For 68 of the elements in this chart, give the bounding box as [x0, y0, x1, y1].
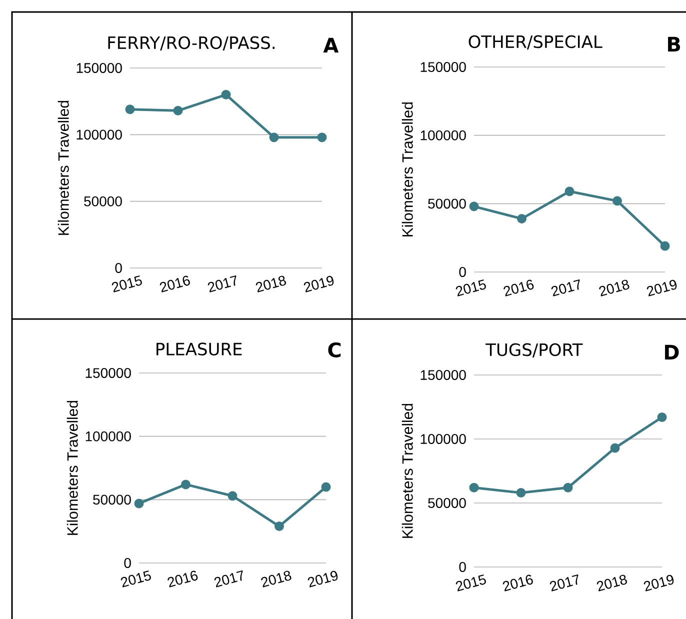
point: [181, 480, 190, 490]
point: [469, 202, 479, 212]
point: [563, 482, 573, 492]
y-tick-label: 0: [124, 558, 131, 568]
y-tick-label: 150000: [86, 368, 131, 378]
text: B: [668, 36, 680, 52]
point: [657, 412, 667, 422]
x-tick-label: 2016: [160, 276, 190, 292]
point: [516, 488, 526, 498]
x-tick-label: 2015: [456, 279, 486, 296]
point: [612, 196, 622, 206]
point: [317, 132, 327, 142]
y-tick-label: 50000: [428, 498, 466, 508]
x-tick-label: 2017: [550, 574, 578, 592]
point: [660, 241, 670, 251]
y-tick-label: 0: [459, 267, 466, 277]
text: D: [665, 344, 679, 360]
point: [221, 90, 231, 100]
chart-title: OTHER/SPECIAL: [468, 35, 602, 50]
x-tick-label: 2018: [261, 570, 292, 588]
x-tick-label: 2019: [646, 280, 677, 296]
chart-title: FERRY/RO-RO/PASS.: [108, 36, 274, 50]
x-tick-label: 2018: [256, 276, 286, 292]
point: [274, 522, 284, 532]
y-tick-label: 150000: [420, 62, 466, 72]
x-tick-label: 2015: [120, 570, 151, 588]
x-tick-label: 2016: [502, 574, 533, 592]
x-tick-label: 2019: [644, 574, 674, 592]
y-axis-title: Kilometers Travelled: [58, 100, 69, 235]
x-tick-label: 2019: [304, 276, 334, 292]
y-tick-label: 100000: [76, 130, 122, 140]
point: [125, 104, 135, 114]
x-tick-label: 2018: [599, 280, 630, 296]
y-tick-label: 50000: [428, 198, 466, 209]
x-tick-label: 2018: [596, 574, 628, 592]
point: [321, 482, 331, 492]
x-tick-label: 2017: [208, 275, 236, 292]
x-tick-label: 2019: [308, 570, 338, 588]
y-tick-label: 100000: [420, 434, 466, 444]
chart-title: TUGS/PORT: [486, 343, 583, 358]
point: [469, 482, 479, 492]
x-tick-label: 2015: [456, 574, 486, 592]
y-tick-label: 100000: [420, 130, 466, 140]
y-tick-label: 150000: [420, 370, 466, 380]
point: [517, 214, 527, 224]
x-tick-label: 2017: [551, 279, 580, 296]
y-axis-title: Kilometers Travelled: [402, 102, 413, 236]
point: [173, 106, 183, 116]
point: [134, 498, 144, 508]
x-tick-label: 2016: [504, 280, 534, 296]
y-tick-label: 0: [459, 562, 466, 572]
y-axis-title: Kilometers Travelled: [66, 400, 78, 535]
point: [564, 186, 574, 196]
text: A: [323, 38, 339, 52]
x-tick-label: 2016: [168, 570, 198, 588]
x-tick-label: 2015: [112, 275, 142, 292]
y-tick-label: 100000: [86, 431, 131, 442]
chart-title: PLEASURE: [156, 342, 242, 356]
x-tick-label: 2017: [214, 570, 243, 588]
point: [228, 491, 238, 501]
y-tick-label: 150000: [76, 63, 122, 73]
text: C: [328, 342, 341, 358]
y-axis-title: Kilometers Travelled: [402, 404, 413, 538]
point: [269, 132, 279, 142]
y-tick-label: 50000: [84, 196, 122, 206]
y-tick-label: 0: [115, 263, 122, 273]
y-tick-label: 50000: [93, 494, 131, 505]
point: [610, 443, 620, 453]
